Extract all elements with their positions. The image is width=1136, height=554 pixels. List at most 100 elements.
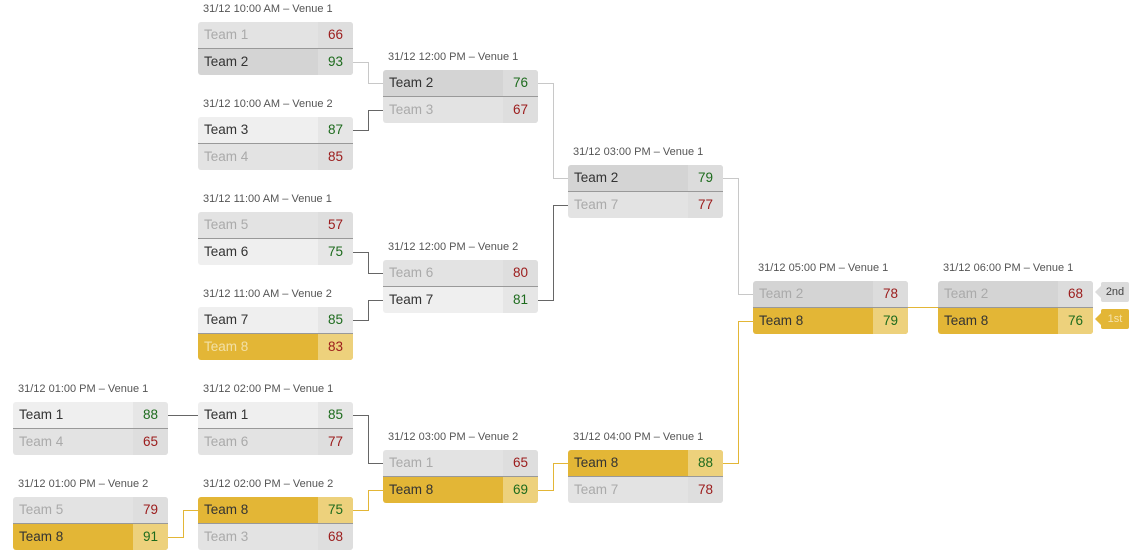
team-score: 69 — [503, 477, 538, 503]
team-row[interactable]: Team 8 69 — [383, 476, 538, 503]
team-row[interactable]: Team 8 76 — [938, 307, 1093, 334]
team-row[interactable]: Team 3 67 — [383, 96, 538, 123]
team-score: 66 — [318, 22, 353, 48]
match-label: 31/12 06:00 PM – Venue 1 — [943, 262, 1074, 274]
team-row[interactable]: Team 2 76 — [383, 70, 538, 96]
team-row[interactable]: Team 6 77 — [198, 428, 353, 455]
team-name: Team 2 — [759, 286, 804, 301]
match: 31/12 12:00 PM – Venue 1 Team 2 76 Team 3 67 — [383, 51, 538, 123]
team-score: 75 — [318, 497, 353, 523]
match: 31/12 03:00 PM – Venue 1 Team 2 79 Team 7 77 — [568, 146, 723, 218]
team-row[interactable]: Team 3 87 — [198, 117, 353, 143]
team-row[interactable]: Team 8 75 — [198, 497, 353, 523]
match-label: 31/12 11:00 AM – Venue 2 — [203, 288, 332, 300]
team-score: 68 — [1058, 281, 1093, 307]
team-row[interactable]: Team 4 85 — [198, 143, 353, 170]
connector-line — [353, 300, 383, 321]
team-row[interactable]: Team 8 88 — [568, 450, 723, 476]
team-score: 88 — [688, 450, 723, 476]
team-score: 83 — [318, 334, 353, 360]
team-row[interactable]: Team 5 79 — [13, 497, 168, 523]
team-name: Team 8 — [204, 502, 249, 517]
match: 31/12 10:00 AM – Venue 2 Team 3 87 Team 4 85 — [198, 98, 353, 170]
team-score: 78 — [873, 281, 908, 307]
connector-line — [538, 83, 568, 179]
team-row[interactable]: Team 7 77 — [568, 191, 723, 218]
team-row[interactable]: Team 2 93 — [198, 48, 353, 75]
team-name: Team 6 — [204, 244, 249, 259]
match: 31/12 02:00 PM – Venue 1 Team 1 85 Team 6 77 — [198, 383, 353, 455]
team-name: Team 8 — [574, 455, 619, 470]
match-label: 31/12 10:00 AM – Venue 1 — [203, 3, 333, 15]
connector-line — [168, 510, 198, 538]
match: 31/12 04:00 PM – Venue 1 Team 8 88 Team 7 78 — [568, 431, 723, 503]
match: 31/12 01:00 PM – Venue 1 Team 1 88 Team 4 65 — [13, 383, 168, 455]
team-name: Team 5 — [19, 502, 64, 517]
team-row[interactable]: Team 7 85 — [198, 307, 353, 333]
connector-line — [353, 62, 383, 84]
team-name: Team 2 — [204, 54, 249, 69]
connector-line — [353, 252, 383, 274]
team-row[interactable]: Team 6 75 — [198, 238, 353, 265]
team-score: 67 — [503, 97, 538, 123]
team-score: 76 — [1058, 308, 1093, 334]
team-name: Team 7 — [574, 482, 619, 497]
team-name: Team 6 — [389, 265, 434, 280]
team-score: 85 — [318, 307, 353, 333]
team-row[interactable]: Team 1 85 — [198, 402, 353, 428]
team-name: Team 2 — [389, 75, 434, 90]
team-score: 65 — [503, 450, 538, 476]
team-row[interactable]: Team 7 81 — [383, 286, 538, 313]
match-label: 31/12 01:00 PM – Venue 2 — [18, 478, 149, 490]
team-row[interactable]: Team 2 79 — [568, 165, 723, 191]
team-name: Team 6 — [204, 434, 249, 449]
team-row[interactable]: Team 4 65 — [13, 428, 168, 455]
team-row[interactable]: Team 8 79 — [753, 307, 908, 334]
team-name: Team 8 — [389, 482, 434, 497]
connector-line — [538, 463, 568, 491]
match: 31/12 12:00 PM – Venue 2 Team 6 80 Team 7 81 — [383, 241, 538, 313]
team-score: 65 — [133, 429, 168, 455]
team-score: 76 — [503, 70, 538, 96]
team-row[interactable]: Team 5 57 — [198, 212, 353, 238]
team-row[interactable]: Team 1 66 — [198, 22, 353, 48]
team-score: 93 — [318, 49, 353, 75]
match-label: 31/12 05:00 PM – Venue 1 — [758, 262, 889, 274]
team-name: Team 1 — [204, 407, 249, 422]
match-label: 31/12 03:00 PM – Venue 2 — [388, 431, 519, 443]
match-label: 31/12 02:00 PM – Venue 1 — [203, 383, 334, 395]
team-name: Team 1 — [19, 407, 64, 422]
team-row[interactable]: Team 1 88 — [13, 402, 168, 428]
match-label: 31/12 01:00 PM – Venue 1 — [18, 383, 149, 395]
match-label: 31/12 11:00 AM – Venue 1 — [203, 193, 332, 205]
match: 31/12 11:00 AM – Venue 1 Team 5 57 Team 6 75 — [198, 193, 353, 265]
match: 31/12 03:00 PM – Venue 2 Team 1 65 Team 8 69 — [383, 431, 538, 503]
team-name: Team 7 — [574, 197, 619, 212]
team-name: Team 7 — [204, 312, 249, 327]
team-row[interactable]: Team 2 78 — [753, 281, 908, 307]
team-score: 87 — [318, 117, 353, 143]
team-name: Team 4 — [19, 434, 64, 449]
team-row[interactable]: Team 3 68 — [198, 523, 353, 550]
team-name: Team 7 — [389, 292, 434, 307]
connector-line — [353, 110, 383, 131]
team-name: Team 3 — [204, 529, 249, 544]
team-name: Team 2 — [944, 286, 989, 301]
team-name: Team 8 — [204, 339, 249, 354]
connector-line — [723, 178, 753, 295]
team-score: 91 — [133, 524, 168, 550]
team-row[interactable]: Team 7 78 — [568, 476, 723, 503]
team-score: 85 — [318, 402, 353, 428]
team-row[interactable]: Team 6 80 — [383, 260, 538, 286]
team-row[interactable]: Team 1 65 — [383, 450, 538, 476]
connector-line — [723, 321, 753, 464]
team-row[interactable]: Team 8 83 — [198, 333, 353, 360]
team-row[interactable]: Team 2 68 — [938, 281, 1093, 307]
match: 31/12 11:00 AM – Venue 2 Team 7 85 Team 8 83 — [198, 288, 353, 360]
team-score: 88 — [133, 402, 168, 428]
match-label: 31/12 04:00 PM – Venue 1 — [573, 431, 704, 443]
team-row[interactable]: Team 8 91 — [13, 523, 168, 550]
connector-line — [353, 490, 383, 511]
team-name: Team 1 — [204, 27, 249, 42]
match: 31/12 05:00 PM – Venue 1 Team 2 78 Team 8 79 — [753, 262, 908, 334]
